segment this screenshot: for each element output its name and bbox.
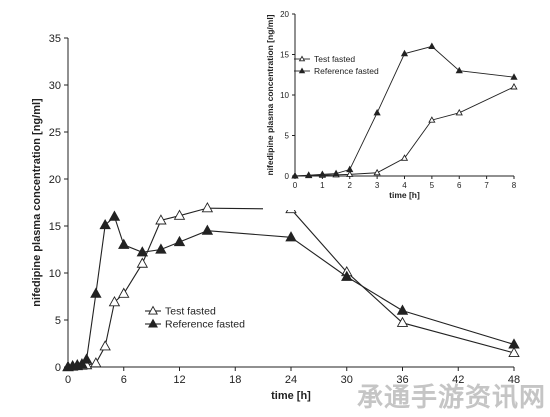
y-tick-label: 35 xyxy=(49,33,61,45)
data-point xyxy=(90,357,102,368)
legend-marker xyxy=(148,305,158,315)
data-point xyxy=(400,49,409,57)
data-point xyxy=(99,218,111,230)
data-point xyxy=(108,210,121,221)
y-tick-label: 15 xyxy=(280,50,289,59)
y-tick-label: 0 xyxy=(55,362,61,374)
data-point xyxy=(108,296,121,307)
data-point xyxy=(346,170,354,177)
data-point xyxy=(201,224,214,235)
y-tick-label: 5 xyxy=(55,315,61,327)
inset-chart: 0 5 10 15 20 0 1 2 3 4 5 6 7 8 time [h] nifedipine plas… xyxy=(263,6,522,210)
data-point xyxy=(173,209,186,220)
inset-background xyxy=(263,6,522,210)
data-point xyxy=(373,168,381,176)
x-tick-label: 36 xyxy=(396,374,408,386)
data-point xyxy=(400,154,409,161)
y-tick-label: 25 xyxy=(49,127,61,139)
y-tick-label: 15 xyxy=(49,221,61,233)
x-tick-label: 30 xyxy=(341,374,353,386)
data-point xyxy=(508,338,520,349)
data-point xyxy=(118,287,130,298)
y-tick-label: 20 xyxy=(280,10,289,19)
y-tick-label: 20 xyxy=(49,174,61,186)
data-point xyxy=(136,246,149,257)
x-tick-label: 18 xyxy=(229,374,241,386)
x-tick-label: 6 xyxy=(457,181,462,190)
y-axis-label: nifedipine plasma concentration [ng/ml] xyxy=(265,14,275,175)
y-axis-label: nifedipine plasma concentration [ng/ml] xyxy=(31,98,43,307)
data-point xyxy=(428,42,436,49)
data-point xyxy=(90,287,102,298)
data-point xyxy=(285,231,297,242)
legend-marker xyxy=(298,67,306,74)
legend-marker xyxy=(298,55,306,62)
series-line-reference-fasted xyxy=(294,45,515,177)
legend-label: Reference fasted xyxy=(165,319,245,331)
legend-label: Reference fasted xyxy=(314,66,379,76)
x-tick-label: 3 xyxy=(375,181,380,190)
y-tick-label: 0 xyxy=(285,172,290,181)
x-tick-label: 48 xyxy=(508,374,520,386)
x-tick-label: 0 xyxy=(293,181,298,190)
data-point xyxy=(510,82,518,90)
data-point xyxy=(201,202,214,213)
x-tick-label: 6 xyxy=(121,374,127,386)
x-tick-label: 1 xyxy=(320,181,325,190)
x-tick-label: 24 xyxy=(285,374,297,386)
legend-marker xyxy=(148,318,158,328)
data-point xyxy=(173,235,186,247)
data-point xyxy=(346,165,354,173)
x-tick-label: 2 xyxy=(348,181,353,190)
data-point xyxy=(455,108,463,116)
data-point xyxy=(305,171,313,178)
data-point xyxy=(508,346,520,357)
x-tick-label: 12 xyxy=(173,374,185,386)
x-axis-label: time [h] xyxy=(389,190,420,200)
x-tick-label: 42 xyxy=(452,374,464,386)
x-tick-label: 8 xyxy=(512,181,517,190)
data-point xyxy=(396,304,409,315)
data-point xyxy=(155,243,167,254)
x-tick-label: 7 xyxy=(484,181,489,190)
data-point xyxy=(373,108,381,116)
x-tick-label: 0 xyxy=(65,374,71,386)
data-point xyxy=(341,270,353,281)
data-point xyxy=(318,170,326,177)
x-tick-label: 4 xyxy=(402,181,407,190)
legend-label: Test fasted xyxy=(165,306,216,318)
y-tick-label: 30 xyxy=(49,80,61,92)
data-point xyxy=(155,214,167,225)
data-point xyxy=(332,169,340,177)
data-point xyxy=(80,353,93,364)
data-point xyxy=(136,257,149,268)
data-point xyxy=(428,116,436,123)
y-tick-label: 10 xyxy=(280,91,289,100)
data-point xyxy=(396,316,409,327)
data-point xyxy=(455,66,463,74)
data-point xyxy=(118,238,130,249)
y-tick-label: 10 xyxy=(49,268,61,280)
x-axis-label: time [h] xyxy=(271,390,311,402)
watermark: 承通手游资讯网 xyxy=(356,383,546,413)
x-tick-label: 5 xyxy=(430,181,435,190)
legend-label: Test fasted xyxy=(314,54,355,64)
data-point xyxy=(510,73,518,80)
data-point xyxy=(99,340,111,351)
series-line-test-fasted xyxy=(294,86,515,177)
data-point xyxy=(291,172,299,179)
y-tick-label: 5 xyxy=(285,131,290,140)
